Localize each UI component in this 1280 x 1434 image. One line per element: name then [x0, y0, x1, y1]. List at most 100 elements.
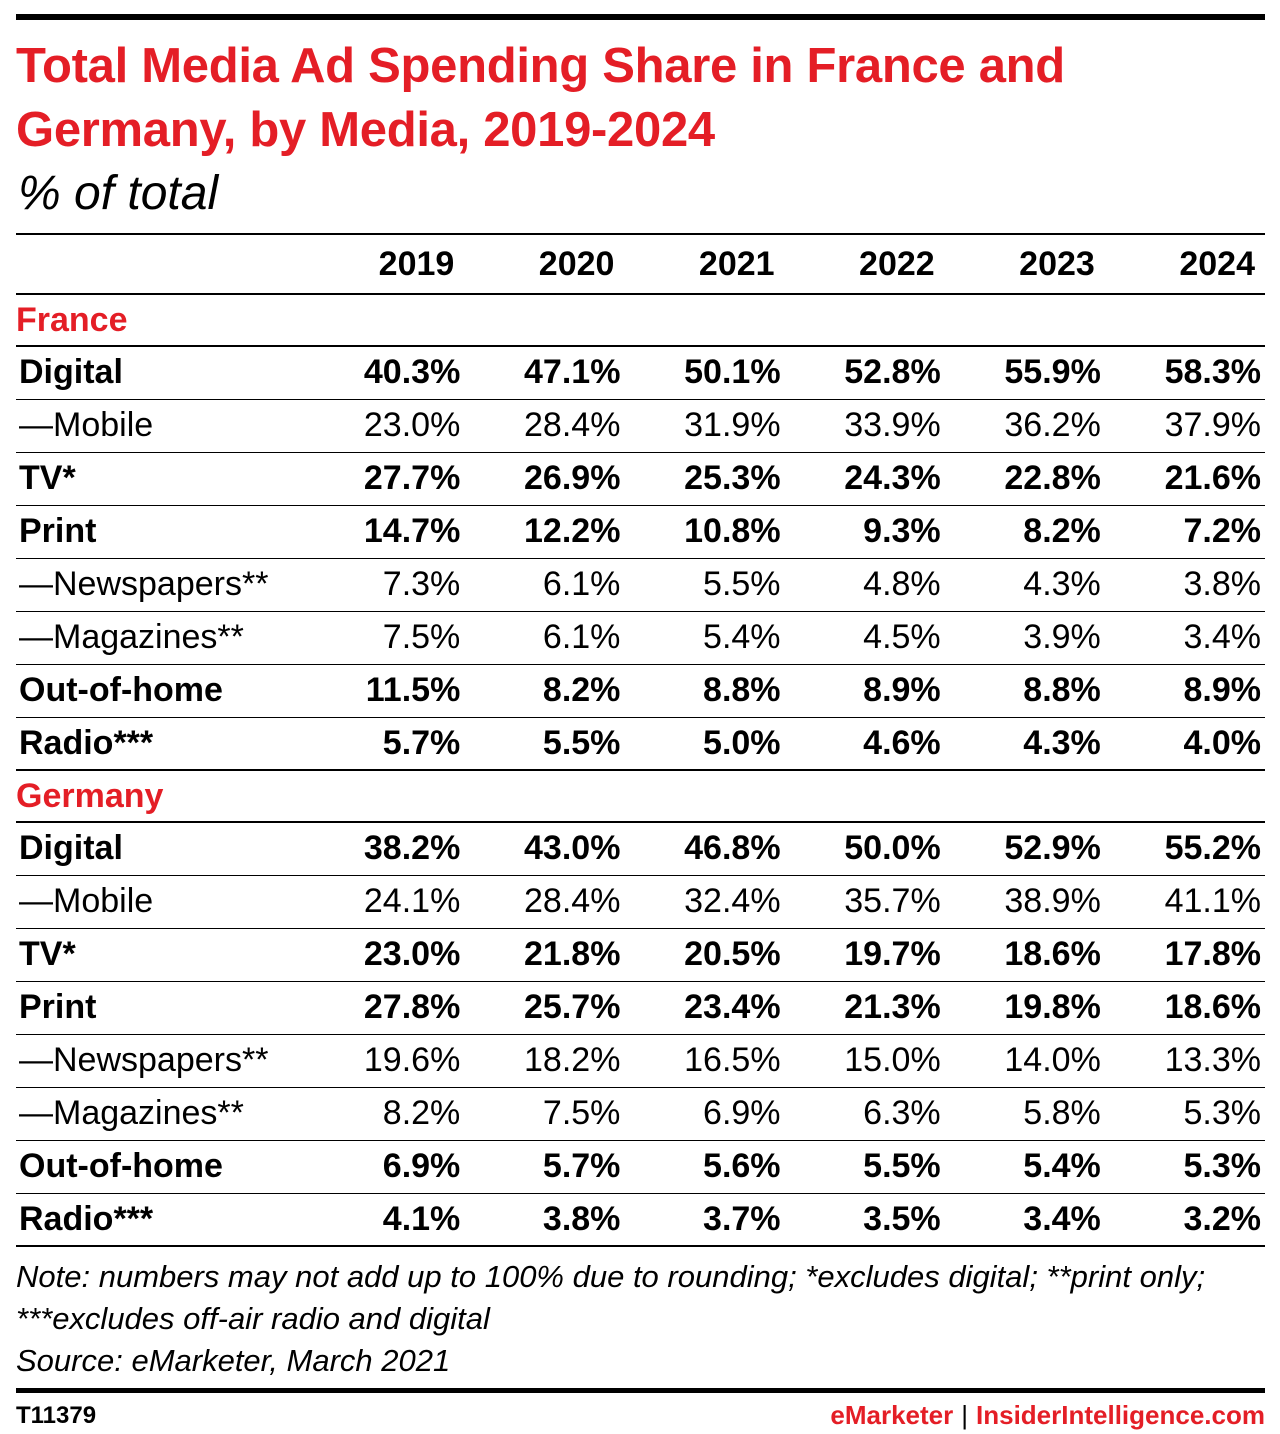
- row-label: —Mobile: [16, 399, 305, 453]
- data-table: 2019 2020 2021 2022 2023 2024 France Digital 40…: [16, 233, 1265, 1247]
- value-cell: 6.9%: [304, 1140, 465, 1194]
- value-cell: 26.9%: [464, 452, 625, 506]
- value-cell: 50.0%: [784, 822, 945, 876]
- value-cell: 15.0%: [784, 1034, 945, 1088]
- value-cell: 24.3%: [784, 452, 945, 506]
- value-cell: 55.9%: [944, 346, 1105, 400]
- value-cell: 3.8%: [464, 1193, 625, 1247]
- value-cell: 9.3%: [784, 505, 945, 559]
- value-cell: 43.0%: [464, 822, 625, 876]
- source-text: Source: eMarketer, March 2021: [16, 1343, 451, 1378]
- value-cell: 3.4%: [944, 1193, 1105, 1247]
- value-cell: 3.2%: [1104, 1193, 1265, 1247]
- value-cell: 3.4%: [1104, 611, 1265, 665]
- row-label: —Mobile: [16, 875, 305, 929]
- value-cell: 8.8%: [624, 664, 785, 718]
- value-cell: 31.9%: [624, 399, 785, 453]
- table-row: —Magazines** 8.2% 7.5% 6.9% 6.3% 5.8% 5.3%: [16, 1087, 1265, 1141]
- value-cell: 5.3%: [1104, 1140, 1265, 1194]
- row-label: TV*: [16, 452, 305, 506]
- header-label-cell: [16, 233, 305, 295]
- value-cell: 28.4%: [464, 875, 625, 929]
- brand-emarketer: eMarketer: [830, 1400, 954, 1430]
- row-label: Radio***: [16, 1193, 305, 1247]
- row-label: Out-of-home: [16, 664, 305, 718]
- value-cell: 47.1%: [464, 346, 625, 400]
- table-row: —Mobile 23.0% 28.4% 31.9% 33.9% 36.2% 37.9%: [16, 399, 1265, 453]
- table-row: Digital 38.2% 43.0% 46.8% 50.0% 52.9% 55.2%: [16, 822, 1265, 876]
- value-cell: 7.2%: [1104, 505, 1265, 559]
- value-cell: 8.9%: [784, 664, 945, 718]
- row-label: —Magazines**: [16, 1087, 305, 1141]
- value-cell: 18.6%: [1104, 981, 1265, 1035]
- value-cell: 5.5%: [464, 717, 625, 771]
- value-cell: 19.7%: [784, 928, 945, 982]
- value-cell: 28.4%: [464, 399, 625, 453]
- value-cell: 14.7%: [304, 505, 465, 559]
- row-label: —Newspapers**: [16, 558, 305, 612]
- value-cell: 24.1%: [304, 875, 465, 929]
- table-row: Print 14.7% 12.2% 10.8% 9.3% 8.2% 7.2%: [16, 505, 1265, 559]
- value-cell: 19.8%: [944, 981, 1105, 1035]
- table-row: TV* 23.0% 21.8% 20.5% 19.7% 18.6% 17.8%: [16, 928, 1265, 982]
- table-row: TV* 27.7% 26.9% 25.3% 24.3% 22.8% 21.6%: [16, 452, 1265, 506]
- row-label: —Magazines**: [16, 611, 305, 665]
- row-label: Radio***: [16, 717, 305, 771]
- section-row-germany: Germany: [16, 770, 1265, 823]
- value-cell: 19.6%: [304, 1034, 465, 1088]
- value-cell: 4.6%: [784, 717, 945, 771]
- table-body: France Digital 40.3% 47.1% 50.1% 52.8% 55.9% 58…: [16, 294, 1265, 1247]
- column-header-2019: 2019: [304, 233, 465, 295]
- value-cell: 25.3%: [624, 452, 785, 506]
- value-cell: 3.5%: [784, 1193, 945, 1247]
- row-label: Print: [16, 981, 305, 1035]
- column-header-2021: 2021: [624, 233, 785, 295]
- row-label: —Newspapers**: [16, 1034, 305, 1088]
- value-cell: 8.2%: [944, 505, 1105, 559]
- value-cell: 5.0%: [624, 717, 785, 771]
- value-cell: 5.8%: [944, 1087, 1105, 1141]
- table-row: Radio*** 5.7% 5.5% 5.0% 4.6% 4.3% 4.0%: [16, 717, 1265, 771]
- table-row: Radio*** 4.1% 3.8% 3.7% 3.5% 3.4% 3.2%: [16, 1193, 1265, 1247]
- value-cell: 58.3%: [1104, 346, 1265, 400]
- value-cell: 35.7%: [784, 875, 945, 929]
- value-cell: 7.5%: [464, 1087, 625, 1141]
- value-cell: 3.9%: [944, 611, 1105, 665]
- bottom-rule: [16, 1388, 1265, 1393]
- value-cell: 3.8%: [1104, 558, 1265, 612]
- value-cell: 8.2%: [464, 664, 625, 718]
- value-cell: 32.4%: [624, 875, 785, 929]
- section-label: France: [16, 294, 1265, 347]
- value-cell: 38.2%: [304, 822, 465, 876]
- value-cell: 38.9%: [944, 875, 1105, 929]
- value-cell: 46.8%: [624, 822, 785, 876]
- column-header-2020: 2020: [464, 233, 625, 295]
- value-cell: 3.7%: [624, 1193, 785, 1247]
- value-cell: 20.5%: [624, 928, 785, 982]
- note-text: Note: numbers may not add up to 100% due…: [16, 1259, 1206, 1336]
- column-header-2022: 2022: [784, 233, 945, 295]
- chart-subtitle: % of total: [18, 167, 219, 220]
- value-cell: 5.5%: [784, 1140, 945, 1194]
- value-cell: 27.8%: [304, 981, 465, 1035]
- table-row: —Newspapers** 7.3% 6.1% 5.5% 4.8% 4.3% 3.8%: [16, 558, 1265, 612]
- value-cell: 4.8%: [784, 558, 945, 612]
- table-row: —Mobile 24.1% 28.4% 32.4% 35.7% 38.9% 41.1%: [16, 875, 1265, 929]
- value-cell: 16.5%: [624, 1034, 785, 1088]
- value-cell: 23.0%: [304, 928, 465, 982]
- value-cell: 5.4%: [624, 611, 785, 665]
- value-cell: 23.4%: [624, 981, 785, 1035]
- chart-title: Total Media Ad Spending Share in France …: [16, 39, 1065, 157]
- table-row: Out-of-home 6.9% 5.7% 5.6% 5.5% 5.4% 5.3%: [16, 1140, 1265, 1194]
- value-cell: 14.0%: [944, 1034, 1105, 1088]
- row-label: TV*: [16, 928, 305, 982]
- row-label: Digital: [16, 346, 305, 400]
- value-cell: 4.5%: [784, 611, 945, 665]
- table-row: Digital 40.3% 47.1% 50.1% 52.8% 55.9% 58.3%: [16, 346, 1265, 400]
- value-cell: 18.2%: [464, 1034, 625, 1088]
- column-header-2023: 2023: [944, 233, 1105, 295]
- brand-insider-intelligence: InsiderIntelligence.com: [976, 1400, 1265, 1430]
- value-cell: 12.2%: [464, 505, 625, 559]
- value-cell: 41.1%: [1104, 875, 1265, 929]
- row-label: Print: [16, 505, 305, 559]
